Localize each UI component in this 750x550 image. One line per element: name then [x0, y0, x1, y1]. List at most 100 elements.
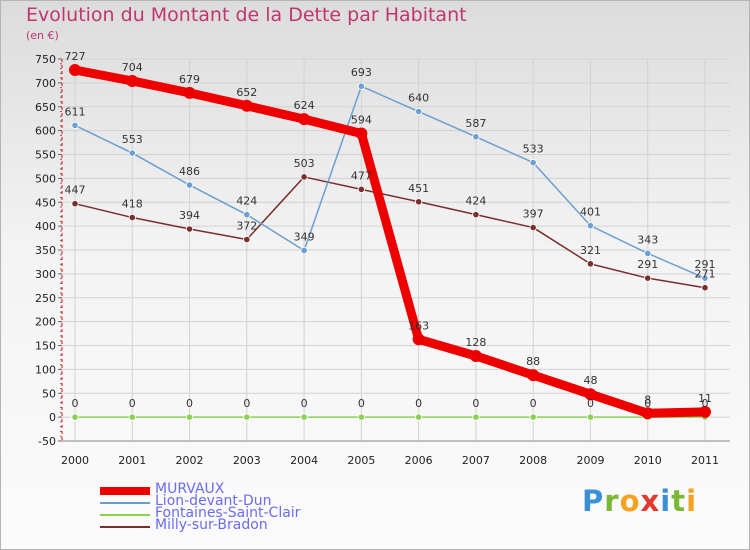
data-label: 0 — [186, 397, 193, 410]
y-tick-label: 150 — [35, 340, 56, 353]
data-point — [529, 413, 537, 421]
data-point — [357, 413, 365, 421]
x-tick-label: 2003 — [233, 454, 261, 467]
data-label: 447 — [65, 184, 86, 197]
data-label: 11 — [698, 392, 712, 405]
data-label: 693 — [351, 66, 372, 79]
data-label: 486 — [179, 165, 200, 178]
data-point — [69, 63, 81, 76]
logo-letter: P — [582, 484, 605, 518]
data-point — [527, 369, 540, 382]
legend-swatch — [100, 526, 150, 528]
data-point — [529, 223, 537, 232]
data-point — [415, 198, 423, 206]
data-label: 553 — [122, 133, 143, 146]
x-tick-label: 2007 — [462, 454, 490, 467]
legend-swatch — [100, 487, 150, 495]
data-label: 640 — [408, 92, 429, 105]
data-point — [243, 211, 251, 219]
series-line-lion-devant-dun — [74, 85, 706, 279]
y-tick-label: 450 — [35, 196, 56, 209]
data-label: 321 — [580, 244, 601, 257]
x-tick-label: 2000 — [61, 454, 89, 467]
data-label: 0 — [301, 397, 308, 410]
data-point — [586, 413, 595, 421]
chart-title: Evolution du Montant de la Dette par Hab… — [26, 4, 467, 26]
data-label: 271 — [695, 268, 716, 281]
data-point — [71, 413, 79, 421]
data-point — [128, 213, 136, 222]
y-tick-label: 600 — [35, 125, 56, 138]
data-label: 88 — [526, 355, 540, 368]
data-point — [185, 181, 194, 189]
y-tick-label: 350 — [35, 244, 56, 257]
y-tick-label: 500 — [35, 172, 56, 185]
series-line-murvaux — [70, 65, 710, 418]
data-label: 533 — [523, 143, 544, 156]
legend-label: MURVAUX — [155, 481, 225, 497]
data-point — [185, 413, 194, 421]
y-tick-label: 0 — [49, 411, 56, 424]
data-point — [415, 107, 423, 116]
data-point — [300, 246, 308, 255]
data-label: 477 — [351, 169, 372, 182]
data-label: 0 — [587, 397, 594, 410]
data-point — [586, 260, 595, 268]
y-tick-label: 300 — [35, 268, 56, 281]
data-label: 349 — [294, 230, 315, 243]
data-point — [701, 274, 709, 282]
data-point — [71, 121, 79, 129]
data-label: 0 — [129, 397, 136, 410]
logo-letter: t — [671, 484, 687, 518]
x-tick-label: 2004 — [290, 454, 318, 467]
data-label: 704 — [122, 61, 143, 74]
x-tick-label: 2008 — [519, 454, 547, 467]
data-point — [71, 200, 79, 208]
data-label: 424 — [465, 195, 486, 208]
x-tick-label: 2010 — [634, 454, 662, 467]
data-label: 587 — [465, 117, 486, 130]
y-tick-label: 750 — [35, 53, 56, 66]
logo-letter: r — [604, 484, 620, 518]
data-point — [472, 211, 480, 219]
data-point — [128, 149, 136, 157]
data-point — [357, 185, 365, 193]
data-point — [701, 284, 709, 292]
data-label: 424 — [236, 195, 257, 208]
x-tick-label: 2001 — [118, 454, 146, 467]
legend-swatch — [100, 502, 150, 504]
x-tick-label: 2002 — [176, 454, 204, 467]
data-label: 652 — [236, 86, 257, 99]
legend-label: Milly-sur-Bradon — [155, 517, 268, 533]
data-label: 394 — [179, 209, 200, 222]
x-tick-label: 2009 — [576, 454, 604, 467]
data-label: 0 — [415, 397, 422, 410]
proxiti-logo: Proxiti — [582, 484, 697, 518]
data-point — [412, 333, 425, 346]
y-tick-label: 700 — [35, 77, 56, 90]
y-tick-label: 400 — [35, 220, 56, 233]
legend-swatch — [100, 514, 150, 516]
data-label: 679 — [179, 73, 200, 86]
data-point — [126, 74, 139, 87]
data-point — [644, 249, 652, 257]
data-label: 372 — [236, 219, 257, 232]
logo-letter: i — [686, 484, 698, 518]
data-point — [584, 388, 597, 401]
data-label: 727 — [65, 50, 86, 63]
legend-label: Fontaines-Saint-Clair — [155, 505, 301, 521]
data-point — [183, 86, 196, 99]
data-label: 397 — [523, 208, 544, 221]
logo-letter: o — [619, 484, 641, 518]
data-label: 343 — [637, 233, 658, 246]
y-tick-label: -50 — [38, 435, 56, 448]
data-label: 48 — [583, 374, 597, 387]
chart-subtitle: (en €) — [26, 29, 59, 42]
data-point — [185, 225, 194, 233]
data-point — [298, 113, 311, 126]
logo-letter: x — [640, 484, 661, 518]
data-label: 0 — [702, 397, 709, 410]
data-point — [469, 350, 482, 363]
data-label: 8 — [644, 393, 651, 406]
